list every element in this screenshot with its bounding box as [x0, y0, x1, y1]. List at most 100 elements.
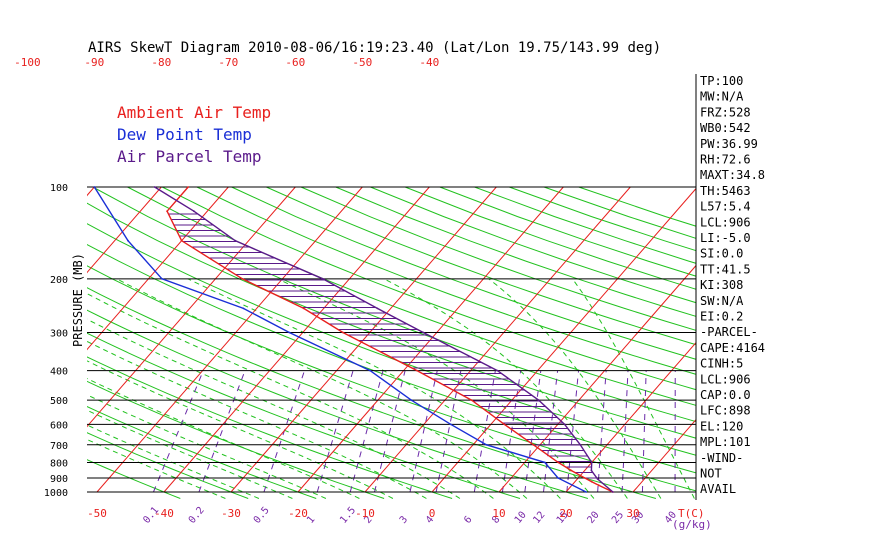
pressure-tick-label: 500 — [50, 396, 68, 407]
series-point — [187, 186, 190, 188]
mixing-ratio-line — [543, 370, 559, 493]
isotherm-line — [565, 341, 696, 493]
bottom-temp-tick-label: 0 — [429, 507, 436, 520]
bottom-temp-tick-label: -30 — [221, 507, 241, 520]
series-point — [537, 399, 540, 402]
isotherm-line — [431, 187, 696, 493]
top-temp-tick-label: -100 — [14, 56, 41, 69]
mixing-ratio-line — [435, 370, 462, 493]
moist-adiabat-line — [87, 394, 327, 499]
mixing-ratio-tick-label: 2 — [362, 514, 374, 526]
series-point — [153, 186, 156, 188]
isotherm-line — [364, 186, 631, 493]
dry-adiabat-line — [87, 265, 696, 492]
bottom-temp-tick-label: 20 — [559, 507, 572, 520]
index-label: SI:0.0 — [700, 247, 743, 261]
bottom-temp-tick-label: 30 — [626, 507, 639, 520]
series-point — [376, 307, 379, 310]
series-line-air-parcel-temp — [154, 186, 614, 493]
index-label: LCL:906 — [700, 215, 751, 229]
isotherm-line — [163, 186, 430, 493]
index-label: MW:N/A — [700, 90, 744, 104]
dry-adiabat-line — [266, 186, 696, 346]
series-point — [166, 210, 169, 213]
pressure-tick-label: 900 — [50, 474, 68, 485]
top-temp-tick-label: -60 — [285, 56, 305, 69]
series-point — [422, 331, 425, 334]
pressure-tick-label: 700 — [50, 441, 68, 452]
series-point — [193, 210, 195, 213]
mixing-ratio-line — [349, 370, 384, 493]
top-temp-tick-label: -90 — [84, 56, 104, 69]
moist-adiabats — [87, 278, 695, 499]
dry-adiabat-line — [335, 186, 696, 317]
series-point — [557, 477, 559, 479]
series-point — [416, 369, 418, 372]
legend-entry: Air Parcel Temp — [117, 147, 262, 166]
series-point — [496, 369, 499, 372]
series-point — [583, 477, 586, 479]
index-label: AVAIL — [700, 482, 736, 496]
pressure-tick-label: 800 — [50, 458, 68, 469]
moist-adiabat-line — [87, 424, 260, 499]
moist-adiabat-line — [187, 278, 561, 499]
legend-entry: Ambient Air Temp — [117, 103, 271, 122]
series-point — [470, 399, 473, 402]
moist-adiabat-line — [87, 318, 461, 499]
isotherms — [87, 186, 696, 493]
mixing-ratio-tick-label: 1 — [305, 514, 317, 526]
mixing-ratio-tick-label: 3 — [398, 514, 410, 526]
mixing-ratio-tick-label: 6 — [462, 514, 474, 526]
mixing-ratio-line — [621, 370, 629, 493]
bottom-temp-tick-label: 10 — [492, 507, 505, 520]
series-point — [563, 423, 566, 426]
mixing-ratio-line — [409, 370, 438, 493]
series-point — [590, 461, 593, 464]
series-point — [449, 423, 452, 426]
moist-adiabat-line — [87, 409, 293, 499]
top-temp-tick-label: -70 — [218, 56, 238, 69]
bottom-temp-tick-label: -20 — [288, 507, 308, 520]
isotherm-line — [230, 186, 497, 493]
profiles — [93, 186, 614, 493]
moist-adiabat-line — [488, 278, 662, 499]
dry-adiabat-line — [87, 309, 589, 499]
mixing-ratio-line — [566, 370, 580, 493]
pressure-tick-label: 1000 — [44, 488, 68, 499]
series-point — [579, 443, 582, 446]
mixing-ratio-line — [501, 370, 522, 493]
isotherm-line — [87, 186, 296, 428]
series-point — [180, 239, 183, 242]
dry-adiabat-line — [87, 459, 181, 499]
series-point — [557, 461, 560, 464]
mixing-ratio-line — [152, 370, 204, 493]
pressure-tick-label: 300 — [50, 329, 68, 340]
moist-adiabat-line — [87, 377, 360, 499]
series-point — [485, 443, 488, 446]
dry-adiabat-line — [87, 406, 317, 499]
dry-adiabat-line — [231, 186, 696, 360]
chart-title: AIRS SkewT Diagram 2010-08-06/16:19:23.4… — [88, 40, 661, 56]
dry-adiabat-line — [87, 223, 696, 456]
index-label: L57:5.4 — [700, 200, 751, 214]
moist-adiabat-line — [116, 278, 528, 499]
mixing-ratio-tick-label: 4 — [424, 514, 436, 526]
series-point — [597, 484, 600, 487]
mixing-ratio-tick-label: 8 — [490, 514, 502, 526]
moist-adiabat-line — [87, 293, 494, 499]
index-label: LI:-5.0 — [700, 231, 751, 245]
mixing-ratio-line — [316, 370, 354, 493]
series-point — [503, 423, 506, 426]
series-line-ambient-air-temp — [166, 186, 614, 493]
series-line-dew-point-temp — [93, 186, 587, 493]
isotherm-line — [96, 186, 363, 493]
index-label: MAXT:34.8 — [700, 168, 765, 182]
series-point — [321, 277, 324, 280]
index-label: LFC:898 — [700, 404, 751, 418]
index-label: KI:308 — [700, 278, 743, 292]
index-label: TT:41.5 — [700, 262, 751, 276]
index-label: CINH:5 — [700, 357, 743, 371]
bottom-temp-tick-label: -10 — [355, 507, 375, 520]
